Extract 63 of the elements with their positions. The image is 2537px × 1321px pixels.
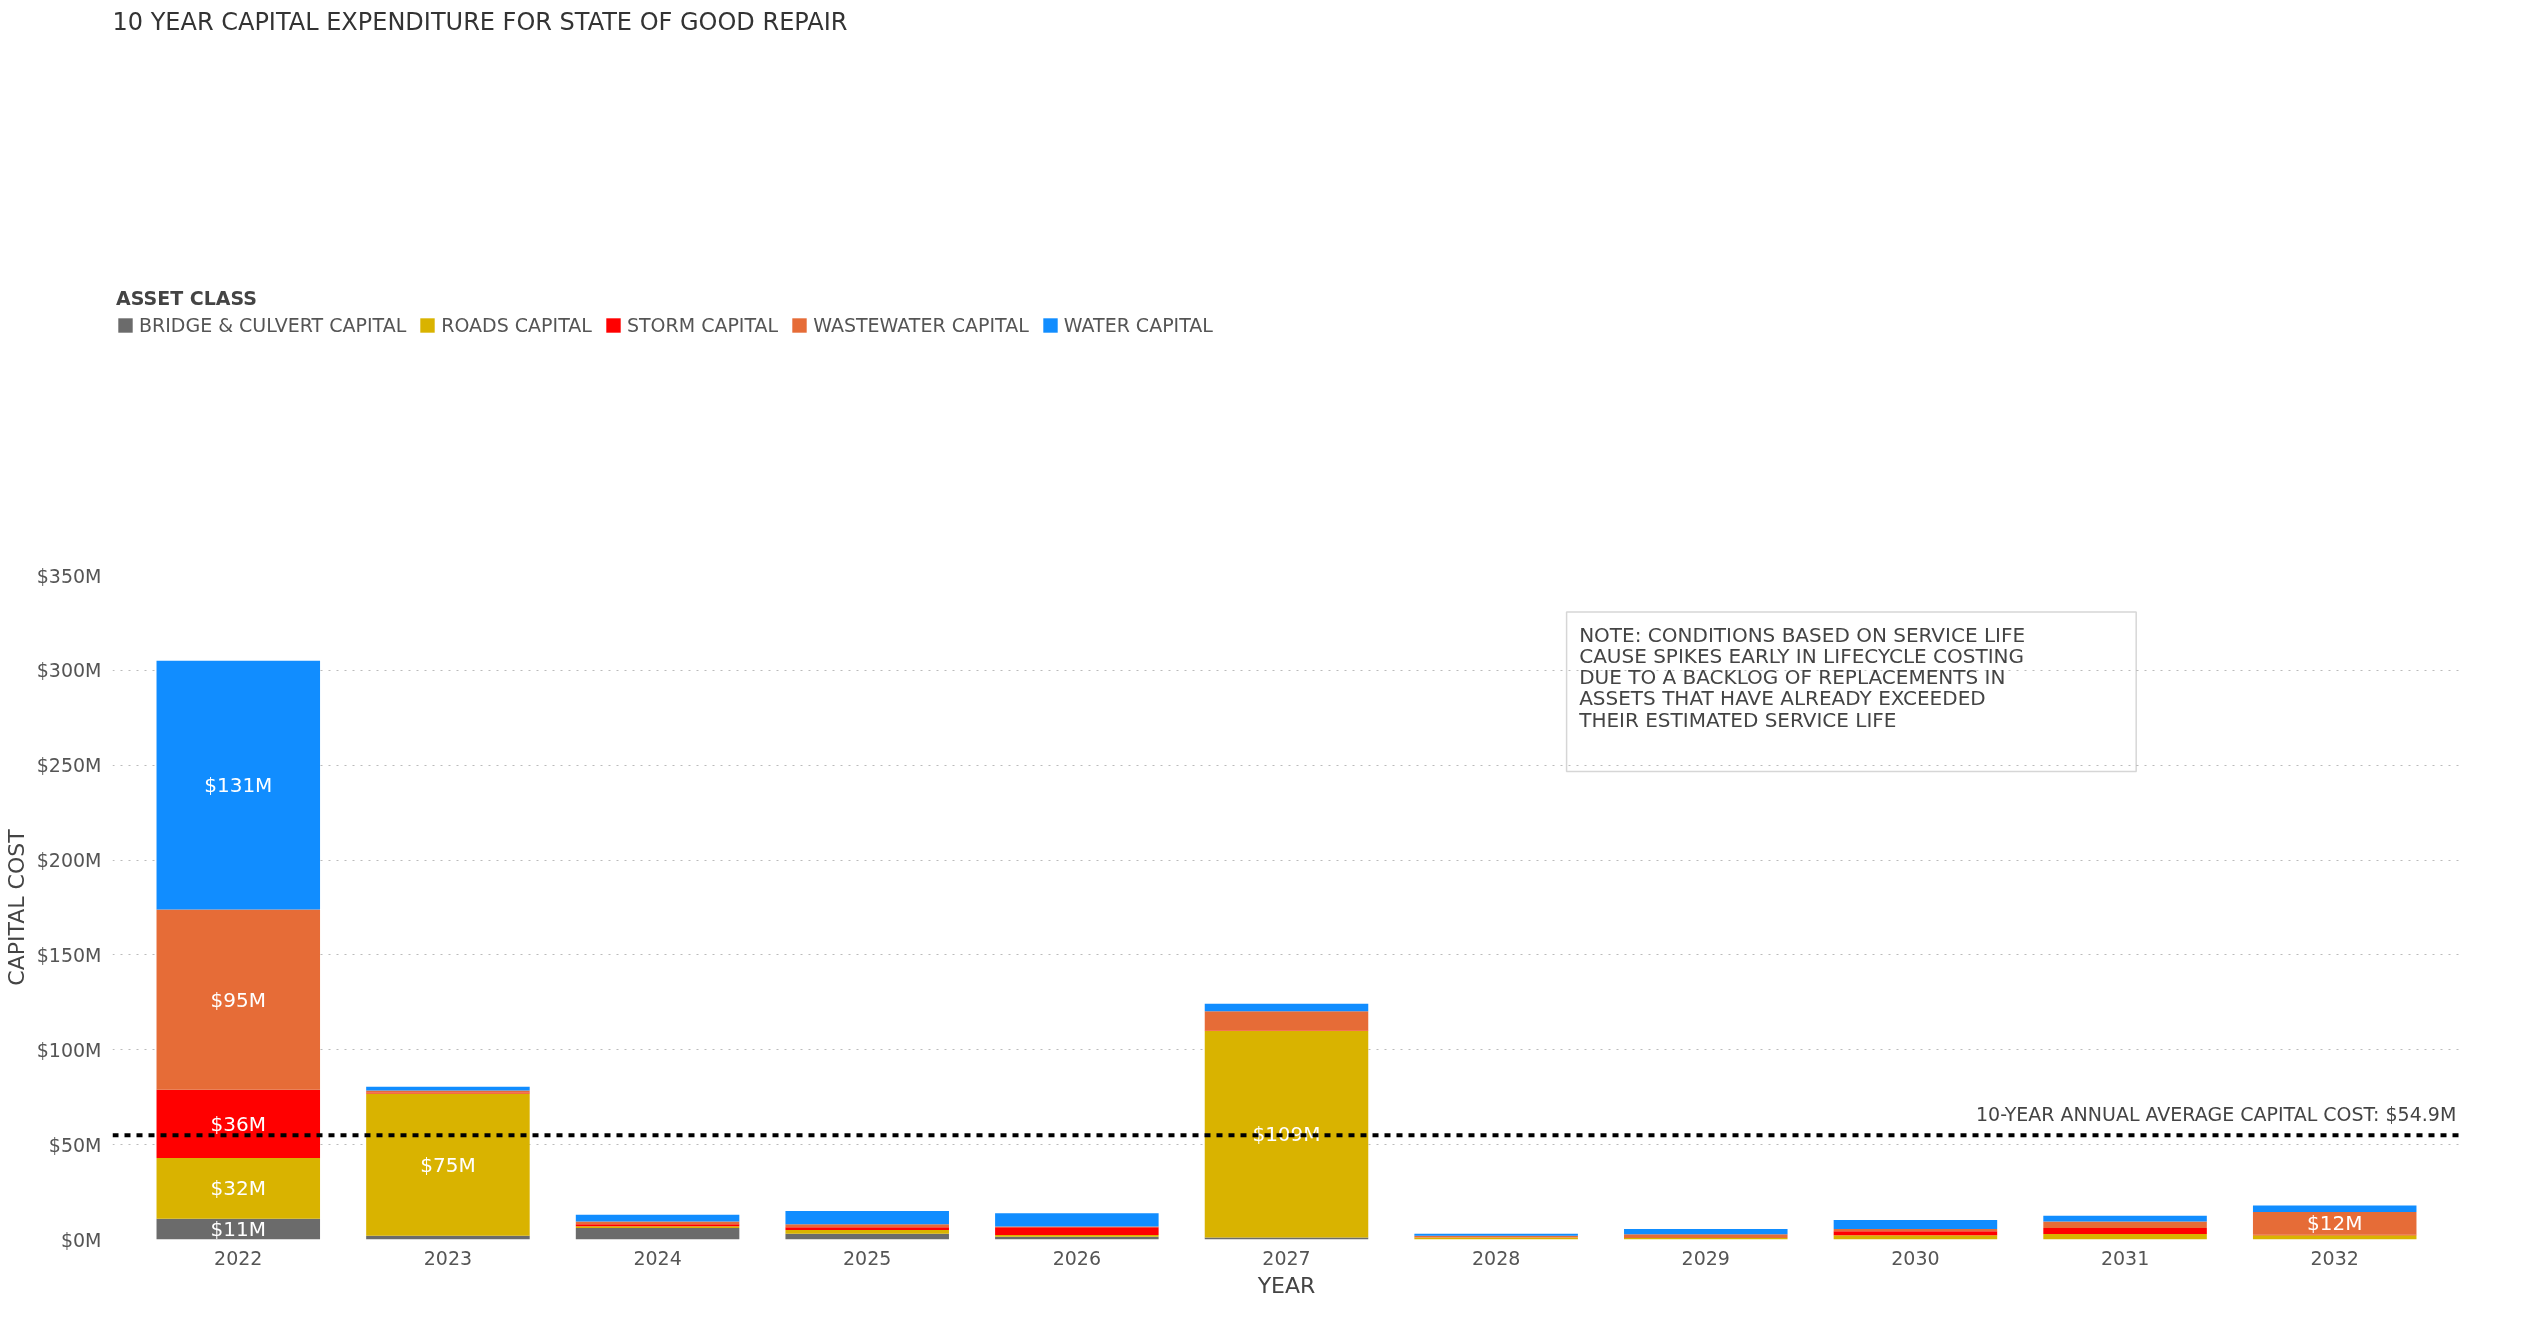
bar <box>156 1157 321 1219</box>
bar <box>995 1227 1159 1235</box>
y-tick-label: $200M <box>36 849 102 872</box>
bar <box>156 660 321 910</box>
data-label: $12M <box>2307 1211 2363 1236</box>
bar <box>1204 1011 1369 1031</box>
bar <box>1624 1234 1788 1238</box>
x-tick-label: 2022 <box>214 1246 263 1269</box>
data-label: $95M <box>210 987 267 1012</box>
annotation: NOTE: CONDITIONS BASED ON SERVICE LIFE CAUSE SPIKES EARLY IN LIFECYCLE COSTING DUE TO A BACKLOG OF REPLACEMENTS IN ASSETS THAT HAVE ALREADY EXCEEDED THEIR ESTIMATED SERVICE LIFE <box>1578 622 2026 732</box>
bar <box>366 1086 530 1091</box>
bar <box>2043 1227 2207 1234</box>
bar <box>156 909 321 1090</box>
x-tick-label: 2025 <box>843 1246 892 1269</box>
y-tick-label: $50M <box>48 1133 102 1156</box>
x-tick-label: 2028 <box>1471 1246 1521 1269</box>
y-axis-title: CAPITAL COST <box>3 828 29 986</box>
x-tick-label: 2026 <box>1052 1246 1102 1269</box>
data-label: $11M <box>210 1217 267 1242</box>
bar <box>1833 1231 1998 1236</box>
y-tick-label: $350M <box>36 564 102 587</box>
bar <box>785 1230 949 1234</box>
data-label: $36M <box>210 1111 267 1136</box>
legend-label: BRIDGE & CULVERT CAPITAL <box>139 314 407 336</box>
bar <box>2252 1211 2417 1235</box>
legend-label: ROADS CAPITAL <box>441 314 592 336</box>
y-tick-label: $150M <box>36 943 102 966</box>
data-label: $75M <box>420 1152 476 1177</box>
legend-label: WASTEWATER CAPITAL <box>813 314 1029 336</box>
y-tick-label: $0M <box>60 1228 102 1251</box>
bar <box>156 1089 321 1158</box>
x-axis-title: YEAR <box>1256 1272 1316 1298</box>
bar <box>2043 1221 2207 1228</box>
bar <box>1204 1030 1369 1238</box>
bar <box>575 1214 740 1222</box>
y-tick-label: $300M <box>36 659 102 682</box>
ref-line-label: 10-YEAR ANNUAL AVERAGE CAPITAL COST: $54.9M <box>1975 1103 2457 1126</box>
bar <box>995 1213 1159 1227</box>
data-label: $131M <box>204 773 273 798</box>
legend-label: WATER CAPITAL <box>1063 314 1213 336</box>
bar <box>575 1228 740 1240</box>
x-tick-label: 2031 <box>2100 1246 2150 1269</box>
bar <box>2252 1205 2417 1212</box>
legend-label: STORM CAPITAL <box>626 314 779 336</box>
y-tick-label: $100M <box>36 1038 102 1061</box>
x-tick-label: 2032 <box>2310 1246 2359 1269</box>
legend-title: ASSET CLASS <box>116 287 259 309</box>
bar <box>785 1211 949 1225</box>
bar <box>366 1093 530 1236</box>
bar <box>2043 1234 2207 1240</box>
bar <box>1833 1219 1998 1229</box>
x-tick-label: 2030 <box>1891 1246 1940 1269</box>
y-tick-label: $250M <box>36 754 102 777</box>
x-tick-label: 2024 <box>633 1246 682 1269</box>
x-tick-label: 2029 <box>1681 1246 1730 1269</box>
data-label: $32M <box>210 1176 267 1201</box>
bar <box>1624 1228 1788 1235</box>
bar <box>1833 1235 1998 1240</box>
bar <box>1204 1003 1369 1012</box>
x-tick-label: 2023 <box>423 1246 473 1269</box>
chart-title: 10 YEAR CAPITAL EXPENDITURE FOR STATE OF GOOD REPAIR <box>112 7 848 36</box>
x-tick-label: 2027 <box>1262 1246 1311 1269</box>
bar <box>2252 1235 2417 1240</box>
